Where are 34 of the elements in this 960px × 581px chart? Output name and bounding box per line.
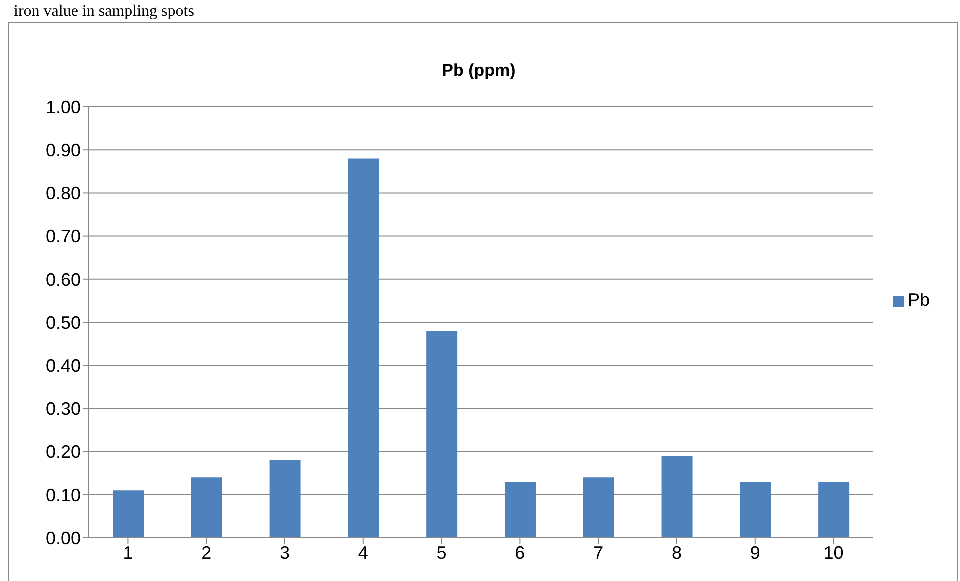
bar	[270, 460, 301, 538]
y-tick-label: 0.30	[46, 399, 81, 420]
bar	[113, 490, 144, 538]
y-tick-label: 0.90	[46, 140, 81, 160]
x-tick-label: 4	[358, 542, 368, 563]
x-tick-label: 9	[750, 542, 760, 563]
x-tick-label: 10	[824, 542, 844, 563]
y-tick-label: 0.40	[46, 356, 81, 376]
bar	[740, 482, 772, 538]
bar	[818, 482, 850, 538]
y-tick-label: 0.80	[46, 184, 81, 204]
x-tick-label: 2	[202, 542, 212, 563]
y-tick-label: 0.70	[46, 226, 81, 247]
chart-title: Pb (ppm)	[441, 61, 517, 81]
x-tick-label: 1	[123, 542, 134, 563]
y-tick-label: 0.00	[46, 528, 81, 548]
legend-label: Pb	[908, 290, 930, 310]
y-tick-label: 0.50	[46, 312, 81, 333]
x-tick-label: 6	[515, 542, 526, 563]
y-tick-label: 0.20	[46, 442, 81, 462]
y-tick-label: 1.00	[46, 97, 81, 118]
bar	[426, 331, 458, 538]
x-tick-label: 5	[436, 542, 447, 563]
x-tick-label: 3	[280, 542, 290, 563]
y-tick-label: 0.60	[46, 270, 81, 290]
y-tick-label: 0.10	[46, 485, 81, 506]
bar	[662, 456, 693, 538]
bar	[583, 478, 614, 538]
x-tick-label: 8	[672, 542, 682, 563]
text: iron value in sampling spots	[13, 2, 196, 22]
bar	[504, 482, 536, 538]
x-tick-label: 7	[594, 542, 604, 563]
bar	[348, 158, 380, 538]
bar	[191, 478, 222, 538]
